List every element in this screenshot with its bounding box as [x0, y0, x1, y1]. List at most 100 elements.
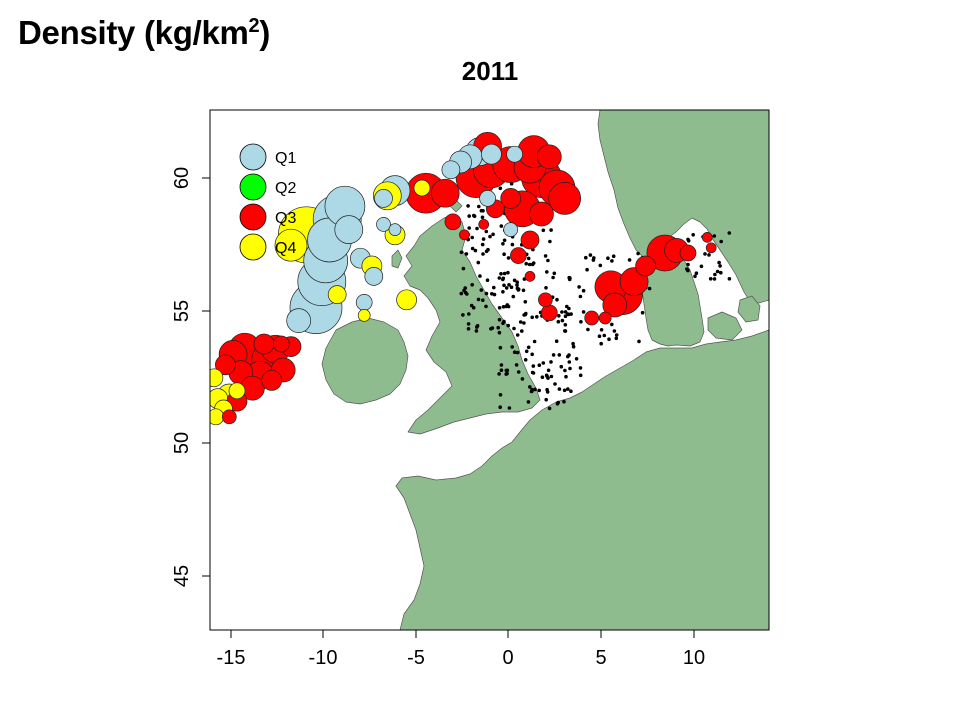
station-dot: [556, 400, 560, 405]
density-bubble-q3: [261, 370, 283, 391]
station-dot: [574, 357, 579, 361]
station-dot: [611, 254, 616, 258]
station-dot: [475, 226, 479, 231]
station-dot: [708, 277, 713, 281]
x-tick-label: -10: [309, 647, 338, 669]
station-dot: [511, 294, 516, 299]
station-dot: [562, 399, 566, 404]
station-dot: [563, 329, 567, 333]
density-bubble-q4: [327, 285, 347, 304]
station-dot: [498, 186, 503, 191]
station-dot: [610, 322, 614, 327]
legend-q4-swatch: [239, 233, 267, 261]
density-bubble-q3: [538, 292, 553, 308]
station-dot: [526, 256, 531, 261]
station-dot: [602, 333, 607, 338]
station-dot: [599, 341, 603, 346]
station-dot: [699, 264, 704, 269]
station-dot: [547, 406, 552, 411]
station-dot: [707, 253, 711, 257]
station-dot: [579, 320, 583, 324]
station-dot: [473, 248, 478, 253]
density-bubble-q1: [503, 222, 519, 237]
station-dot: [537, 363, 542, 368]
station-dot: [566, 312, 570, 316]
density-bubble-q3: [478, 219, 490, 230]
density-bubble-q3: [430, 178, 460, 208]
station-dot: [512, 350, 517, 355]
station-dot: [556, 319, 561, 324]
map-title: 2011: [461, 56, 519, 86]
station-dot: [484, 304, 488, 309]
station-dot: [510, 242, 515, 247]
density-bubble-q3: [701, 232, 713, 243]
station-dot: [506, 256, 511, 260]
station-dot: [686, 262, 690, 267]
station-dot: [530, 389, 534, 393]
station-dot: [477, 204, 481, 209]
station-dot: [530, 262, 535, 267]
x-tick-label: -5: [407, 647, 425, 669]
y-tick-label: 45: [171, 565, 193, 587]
land-ireland: [321, 317, 409, 405]
x-axis: [230, 629, 695, 638]
x-tick-label: -15: [217, 647, 246, 669]
station-dot: [497, 306, 502, 310]
station-dot: [535, 315, 539, 319]
station-dot: [470, 246, 475, 251]
station-dot: [564, 374, 568, 379]
density-bubble-q3: [598, 311, 612, 325]
station-dot: [497, 330, 502, 335]
station-dot: [554, 339, 559, 344]
station-dot: [588, 253, 593, 257]
density-bubble-q3: [584, 310, 600, 326]
land-zealand: [737, 295, 761, 323]
station-dot: [598, 263, 603, 268]
station-dot: [581, 310, 586, 314]
x-tick-label: 10: [683, 647, 705, 669]
station-dot: [516, 370, 521, 374]
station-dot: [461, 266, 466, 271]
station-dot: [471, 305, 476, 310]
station-dot: [614, 336, 619, 341]
density-bubble-q3: [510, 247, 527, 264]
station-dot: [467, 312, 471, 316]
y-tick-label: 55: [171, 300, 193, 322]
station-dot: [490, 292, 494, 296]
station-dot: [506, 323, 511, 328]
station-dot: [548, 239, 552, 244]
station-dot: [693, 274, 697, 279]
station-dot: [555, 297, 559, 302]
station-dot: [530, 370, 535, 375]
station-dot: [568, 366, 572, 371]
station-dot: [491, 232, 495, 237]
station-dot: [497, 317, 502, 322]
land-jutland: [639, 255, 705, 347]
density-bubble-q3: [520, 230, 540, 250]
station-dot: [577, 285, 581, 289]
station-dot: [637, 339, 641, 344]
station-dot: [610, 259, 614, 263]
station-dot: [553, 382, 557, 386]
station-dot: [476, 297, 481, 302]
station-dot: [560, 318, 565, 323]
station-dot: [647, 286, 652, 291]
station-dot: [526, 400, 531, 404]
station-dot: [466, 204, 470, 208]
station-dot: [499, 272, 503, 276]
station-dot: [640, 310, 645, 315]
station-dot: [686, 268, 690, 273]
density-bubble-q3: [679, 244, 697, 262]
legend-q3-label: Q3: [275, 210, 296, 227]
station-dot: [627, 258, 632, 262]
density-bubble-q3: [602, 292, 628, 318]
station-dot: [530, 352, 534, 357]
station-dot: [563, 368, 567, 373]
station-dot: [509, 285, 514, 290]
station-dot: [497, 372, 501, 376]
density-bubble-q1: [364, 267, 384, 286]
station-dot: [459, 291, 464, 296]
station-dot: [526, 345, 531, 350]
station-dot: [712, 277, 717, 281]
station-dot: [544, 286, 548, 290]
